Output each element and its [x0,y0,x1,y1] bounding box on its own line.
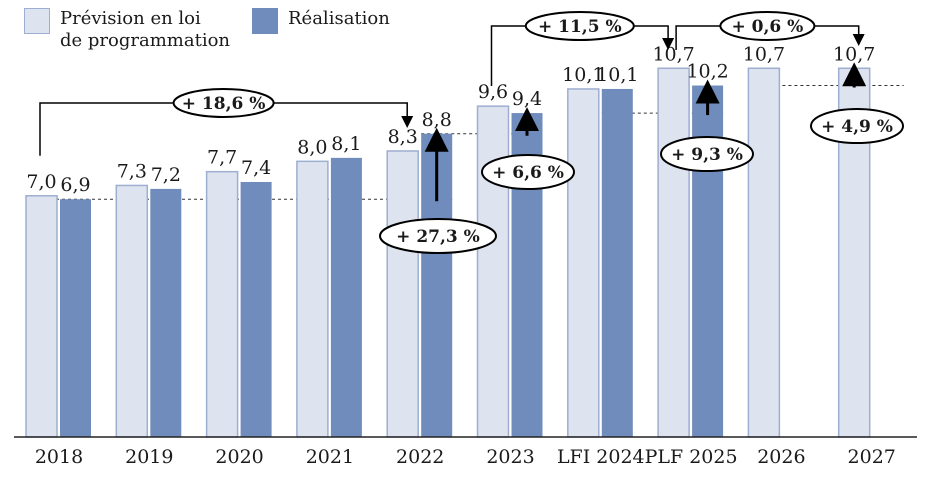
legend-label-prevision-line1: Prévision en loi [60,8,201,29]
data-label-realisation-2023: 9,4 [512,88,542,110]
legend-label-prevision-line2: de programmation [60,30,231,51]
bracket-annotation-2018-2022-ellipse [172,88,275,118]
growth-annotation-2022-label: + 27,3 % [396,227,480,247]
x-tick-label-2020: 2020 [215,446,263,468]
bracket-annotation-2023-plf-2025-label: + 11,5 % [538,17,622,37]
data-label-prevision-2021: 8,0 [297,136,327,158]
data-label-realisation-2018: 6,9 [60,174,90,196]
x-tick-label-2023: 2023 [486,446,534,468]
data-label-realisation-2022: 8,8 [422,109,452,131]
bar-prevision-2020 [205,170,239,438]
data-label-prevision-2026: 10,7 [743,43,785,65]
x-tick-label-2019: 2019 [125,446,173,468]
legend-swatch-realisation [252,8,278,34]
growth-annotation-2023-ellipse [481,154,575,190]
x-tick-label-plf-2025: PLF 2025 [645,446,738,468]
growth-annotation-2022-ellipse [379,218,497,254]
legend-label-prevision: Prévision en loi de programmation [60,8,230,52]
bracket-annotation-2018-2022-label: + 18,6 % [182,94,266,114]
data-label-prevision-2027: 10,7 [833,43,875,65]
bar-prevision-lfi-2024 [567,88,600,438]
x-tick-label-2026: 2026 [757,446,805,468]
data-label-prevision-2019: 7,3 [117,160,147,182]
bar-realisation-2019 [150,188,182,437]
bar-realisation-2020 [240,181,272,437]
growth-annotation-plf-2025-label: + 9,3 % [671,145,743,165]
bracket-annotation-2023-plf-2025-ellipse [524,11,635,41]
bracket-annotation-plf-2025-2027-label: + 0,6 % [731,17,803,37]
x-tick-label-2027: 2027 [848,446,896,468]
data-label-prevision-2020: 7,7 [207,147,237,169]
data-label-realisation-lfi-2024: 10,1 [596,64,638,86]
bar-prevision-2021 [296,160,329,438]
bar-realisation-2018 [60,199,91,437]
data-label-prevision-2023: 9,6 [478,81,508,103]
bar-prevision-2019 [115,184,149,438]
data-label-prevision-2018: 7,0 [26,171,56,193]
x-tick-label-2021: 2021 [306,446,354,468]
bar-prevision-2018 [25,195,58,438]
growth-annotation-2027-label: + 4,9 % [821,117,893,137]
data-label-realisation-plf-2025: 10,2 [686,61,728,83]
data-label-prevision-lfi-2024: 10,1 [562,64,604,86]
data-label-prevision-2022: 8,3 [388,126,418,148]
bar-prevision-2023 [476,105,510,438]
growth-annotation-plf-2025-ellipse [660,136,754,172]
legend-swatch-prevision [24,8,50,34]
x-tick-label-2018: 2018 [35,446,83,468]
bar-prevision-plf-2025 [657,67,690,438]
legend-label-realisation: Réalisation [288,8,390,29]
bar-prevision-2026 [747,67,781,438]
x-tick-label-lfi-2024: LFI 2024 [557,446,645,468]
bracket-annotation-plf-2025-2027-ellipse [719,11,816,41]
bar-prevision-2022 [386,150,419,438]
data-label-realisation-2021: 8,1 [331,133,361,155]
data-label-realisation-2019: 7,2 [151,164,181,186]
growth-annotation-2027-ellipse [810,108,904,144]
bar-realisation-lfi-2024 [601,88,633,437]
bar-realisation-2021 [330,157,362,437]
growth-annotation-2023-label: + 6,6 % [492,163,564,183]
x-tick-label-2022: 2022 [396,446,444,468]
data-label-realisation-2020: 7,4 [241,157,271,179]
